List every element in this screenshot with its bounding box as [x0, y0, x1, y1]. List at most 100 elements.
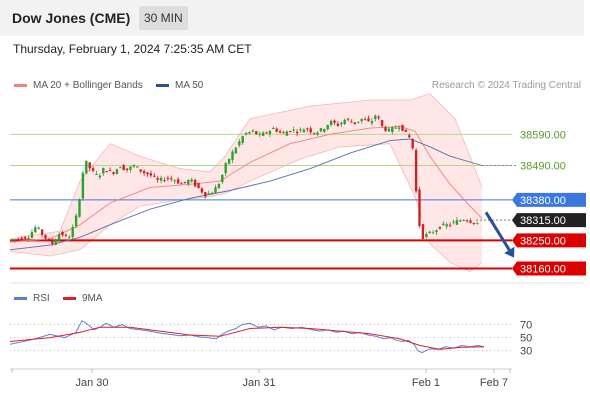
rsi-level-label-70: 70: [520, 320, 532, 332]
legend-swatch-rsi: [14, 296, 27, 300]
x-tick-label-2: Feb 1: [412, 377, 440, 389]
candle-body-38: [139, 169, 142, 172]
candle-body-93: [326, 124, 329, 130]
candle-body-120: [418, 189, 421, 226]
candle-body-6: [30, 232, 34, 238]
candle-body-49: [176, 179, 180, 184]
candle-body-107: [374, 115, 377, 119]
candle-body-118: [411, 138, 414, 149]
candle-body-50: [180, 183, 183, 185]
candle-body-24: [91, 168, 95, 171]
candle-body-65: [231, 151, 234, 161]
candle-body-75: [265, 132, 268, 134]
candle-body-37: [136, 166, 139, 168]
candle-body-91: [319, 128, 323, 132]
candle-body-57: [204, 192, 207, 197]
candle-body-117: [408, 135, 411, 138]
candle-body-66: [234, 147, 238, 154]
candle-body-43: [156, 178, 159, 180]
legend-rsi: RSI: [14, 293, 50, 304]
candle-body-81: [285, 131, 289, 136]
candle-body-13: [54, 239, 57, 245]
candle-body-79: [278, 131, 282, 133]
candle-body-16: [64, 234, 68, 236]
price-candles: [10, 114, 479, 246]
candle-body-58: [207, 193, 210, 195]
candle-body-59: [210, 192, 214, 195]
x-tick-label-0: Jan 30: [75, 377, 108, 389]
level-target-0-label: 38590.00: [520, 129, 566, 141]
price-levels: [10, 133, 512, 270]
level-resistance-2-label: 38380.00: [520, 195, 566, 207]
candle-body-115: [401, 124, 404, 131]
level-support-5-label: 38160.00: [520, 264, 566, 276]
candle-body-67: [238, 141, 241, 146]
candle-body-135: [469, 220, 472, 223]
rsi-line: [9, 319, 485, 354]
candle-body-26: [98, 175, 102, 178]
candle-body-45: [163, 180, 166, 182]
candle-body-108: [377, 116, 380, 119]
candle-body-42: [153, 175, 156, 177]
candle-body-100: [350, 121, 353, 123]
candle-body-70: [248, 131, 251, 134]
candle-body-73: [258, 133, 261, 135]
candle-body-48: [173, 180, 176, 182]
candle-body-52: [187, 179, 190, 185]
candle-body-2: [17, 238, 20, 240]
candle-body-112: [391, 127, 394, 132]
candle-body-72: [255, 131, 258, 135]
candle-body-129: [448, 224, 452, 226]
legend-swatch-9ma: [63, 296, 76, 300]
candle-body-41: [149, 173, 153, 176]
time-axis-labels: Jan 30 Jan 31 Feb 1 Feb 7: [11, 369, 511, 389]
legend-swatch-bollinger: [14, 83, 27, 87]
candle-body-60: [214, 187, 217, 194]
candle-body-103: [360, 118, 363, 122]
candle-body-68: [241, 136, 244, 143]
instrument-title: Dow Jones (CME): [12, 10, 131, 26]
candle-body-0: [10, 239, 13, 241]
candle-body-56: [200, 188, 204, 193]
candle-body-128: [445, 224, 448, 227]
candle-body-27: [102, 168, 105, 174]
candle-body-36: [132, 165, 136, 167]
candle-body-51: [183, 181, 187, 183]
forecast-arrow-head: [504, 246, 515, 258]
candle-body-105: [367, 118, 370, 122]
candle-body-77: [272, 128, 275, 130]
candle-body-106: [370, 121, 374, 124]
interval-badge[interactable]: 30 MIN: [139, 6, 188, 30]
candle-body-92: [323, 129, 326, 132]
candle-body-15: [61, 232, 64, 236]
candle-body-99: [346, 118, 350, 120]
candle-body-121: [421, 224, 425, 240]
candle-body-34: [125, 168, 129, 171]
x-tick-label-1: Jan 31: [242, 377, 275, 389]
level-resistance-2-tag: [512, 192, 586, 207]
level-support-5-tag: [512, 261, 586, 276]
price-tags: 38590.00 38490.00 38380.00 38315.00 38250.00…: [512, 129, 586, 276]
forecast-arrow: [484, 211, 515, 258]
candle-body-9: [40, 229, 44, 235]
candle-body-102: [357, 121, 360, 123]
rsi-9ma-line: [9, 326, 485, 350]
candle-body-29: [108, 170, 112, 172]
candle-body-32: [119, 167, 122, 169]
candle-body-96: [336, 123, 340, 126]
candle-body-20: [78, 199, 81, 217]
candle-body-109: [380, 120, 384, 126]
level-target-1-label: 38490.00: [520, 161, 566, 173]
candle-body-124: [431, 232, 435, 234]
candle-body-21: [81, 172, 85, 199]
candle-body-80: [282, 132, 285, 134]
indicator-lines: [9, 126, 518, 251]
candle-body-104: [363, 119, 367, 121]
candle-body-136: [472, 222, 476, 224]
candle-body-61: [217, 183, 221, 189]
candle-body-116: [404, 129, 408, 132]
level-support-4-tag: [512, 233, 586, 248]
candle-body-133: [462, 219, 465, 221]
legend-bollinger: MA 20 + Bollinger Bands: [14, 80, 143, 91]
legend-label-bollinger: MA 20 + Bollinger Bands: [33, 80, 143, 91]
